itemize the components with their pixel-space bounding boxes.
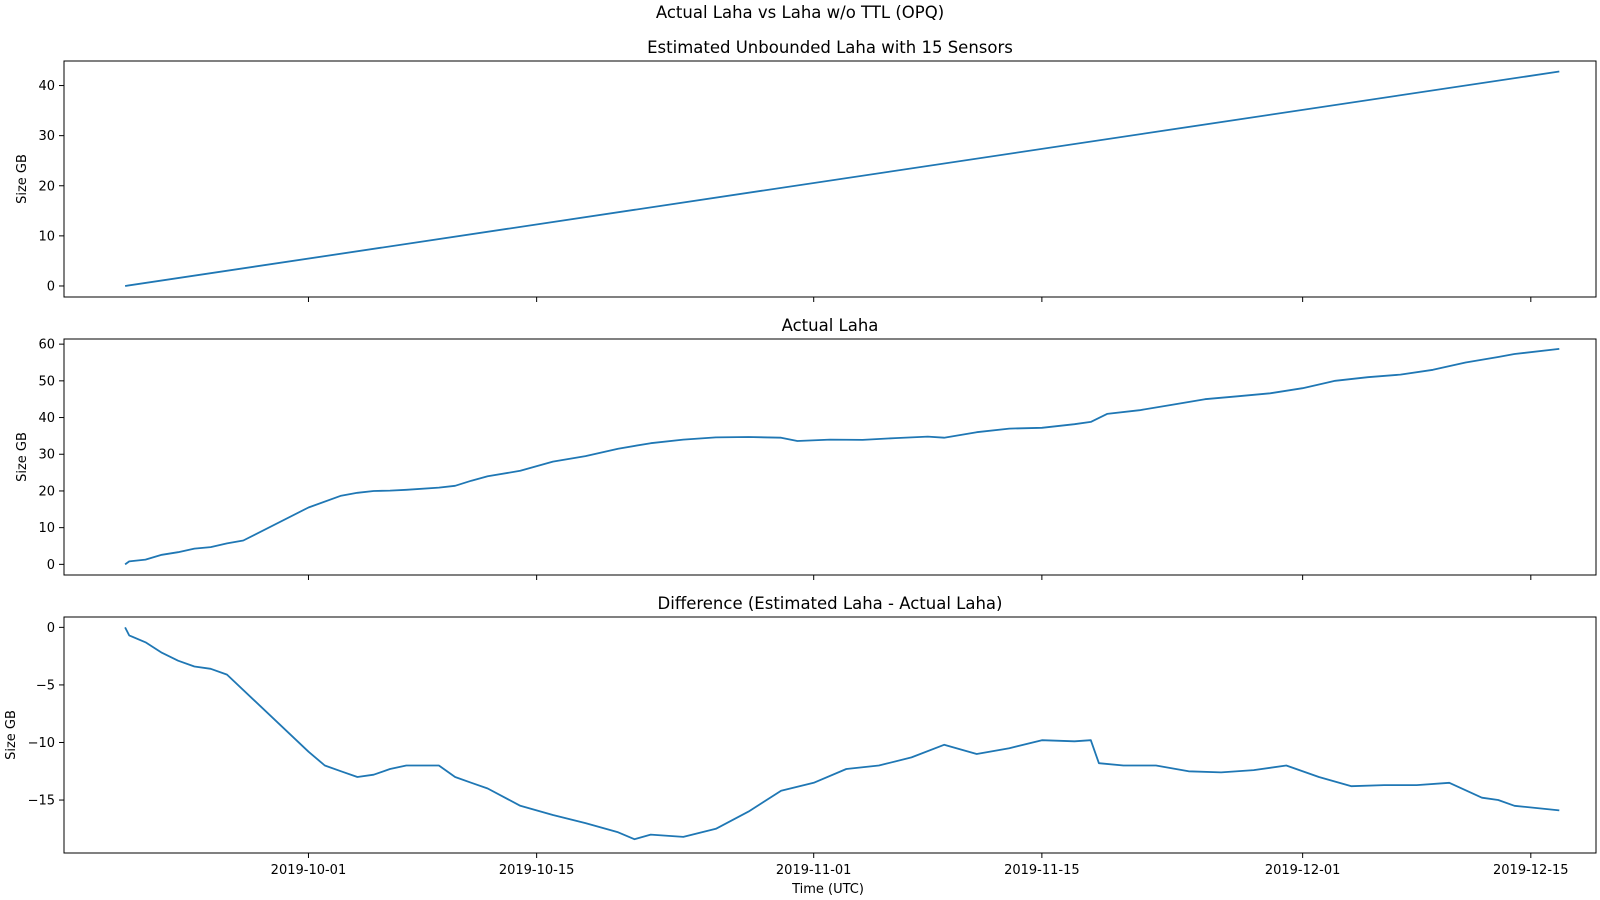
subplot-3: Difference (Estimated Laha - Actual Laha…: [4, 594, 1597, 878]
x-tick-label: 2019-12-15: [1493, 863, 1569, 878]
y-tick-label: −5: [36, 678, 55, 693]
subplots: Estimated Unbounded Laha with 15 Sensors…: [4, 38, 1597, 878]
y-tick-label: 30: [38, 129, 55, 144]
y-tick-label: 0: [47, 621, 55, 636]
y-tick-label: 30: [38, 448, 55, 463]
x-tick-label: 2019-11-15: [1004, 863, 1080, 878]
subplot-2-series-line: [124, 348, 1560, 566]
subplot-2-title: Actual Laha: [782, 316, 879, 335]
subplot-3-axes-frame: [63, 616, 1597, 854]
y-tick-label: 40: [38, 411, 55, 426]
subplot-3-title: Difference (Estimated Laha - Actual Laha…: [658, 594, 1003, 613]
y-tick-label: 20: [38, 484, 55, 499]
y-tick-label: −15: [28, 794, 55, 809]
x-tick-label: 2019-12-01: [1265, 863, 1341, 878]
subplot-3-series-line: [124, 626, 1560, 841]
subplot-1-axes-frame: [63, 60, 1597, 298]
figure-suptitle: Actual Laha vs Laha w/o TTL (OPQ): [656, 3, 944, 22]
y-tick-label: 0: [47, 279, 55, 294]
subplot-2-y-axis-label: Size GB: [15, 432, 30, 482]
y-tick-label: 50: [38, 374, 55, 389]
subplot-3-y-axis-label: Size GB: [4, 710, 19, 760]
subplot-1-y-axis-label: Size GB: [15, 154, 30, 204]
subplot-1-series-line: [124, 70, 1560, 287]
x-tick-label: 2019-10-01: [271, 863, 347, 878]
y-tick-label: −10: [28, 736, 55, 751]
y-tick-label: 10: [38, 521, 55, 536]
y-tick-label: 60: [38, 338, 55, 353]
subplot-1-title: Estimated Unbounded Laha with 15 Sensors: [647, 38, 1013, 57]
subplot-1: Estimated Unbounded Laha with 15 Sensors…: [15, 38, 1597, 302]
x-axis-label: Time (UTC): [791, 882, 864, 897]
y-tick-label: 40: [38, 79, 55, 94]
x-tick-label: 2019-10-15: [499, 863, 575, 878]
subplot-2: Actual Laha 0 10 20 30 40 50 60 Size GB: [15, 316, 1597, 580]
subplot-2-axes-frame: [63, 338, 1597, 576]
y-tick-label: 20: [38, 179, 55, 194]
y-tick-label: 0: [47, 558, 55, 573]
y-tick-label: 10: [38, 229, 55, 244]
x-tick-label: 2019-11-01: [776, 863, 852, 878]
